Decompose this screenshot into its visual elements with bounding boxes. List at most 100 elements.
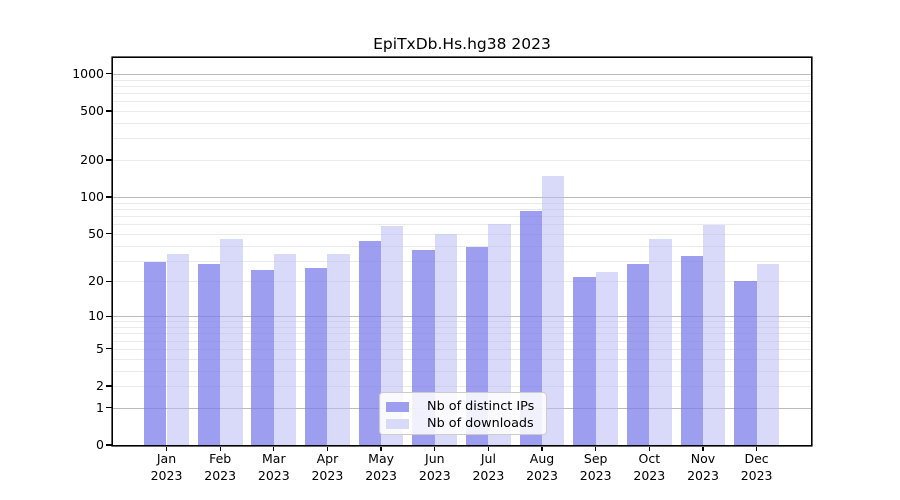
minor-gridline [113, 79, 811, 81]
x-tick [434, 446, 436, 452]
x-tick [541, 446, 543, 452]
bar-downloads-aug [542, 176, 565, 445]
y-tick [106, 385, 112, 387]
x-tick [273, 446, 275, 452]
x-tick [326, 446, 329, 452]
bar-downloads-nov [703, 225, 726, 445]
y-tick-label: 1 [96, 399, 104, 415]
x-tick [487, 446, 490, 452]
x-tick [380, 446, 382, 452]
legend-item-downloads: Nb of downloads [386, 415, 546, 432]
minor-gridline [113, 233, 811, 235]
minor-gridline [113, 138, 811, 140]
x-tick-label: Oct 2023 [633, 451, 666, 483]
bar-ips-apr [305, 267, 328, 445]
bar-ips-aug [519, 210, 543, 445]
minor-gridline [113, 386, 811, 387]
bar-downloads-may [381, 225, 404, 445]
minor-gridline [113, 333, 811, 335]
minor-gridline [113, 216, 811, 217]
bar-ips-dec [734, 281, 757, 445]
x-tick-label: Feb 2023 [204, 451, 237, 483]
legend-item-distinct-ips: Nb of distinct IPs [386, 398, 546, 415]
y-tick-label: 200 [80, 152, 104, 168]
major-gridline [113, 197, 811, 199]
minor-gridline [113, 101, 811, 103]
x-tick-label: Aug 2023 [526, 451, 558, 483]
x-tick [165, 446, 168, 452]
bar-ips-feb [197, 264, 221, 445]
x-tick-label: Mar 2023 [257, 451, 290, 483]
legend-swatch-downloads [386, 418, 409, 429]
x-tick [755, 446, 758, 452]
minor-gridline [113, 111, 811, 112]
minor-gridline [113, 321, 811, 323]
bar-downloads-sep [595, 272, 619, 445]
minor-gridline [113, 93, 811, 94]
minor-gridline [113, 123, 811, 124]
minor-gridline [113, 224, 811, 226]
minor-gridline [113, 245, 811, 247]
bar-downloads-apr [327, 254, 350, 445]
x-tick-label: Sep 2023 [579, 451, 612, 483]
y-tick [106, 233, 112, 235]
x-tick [702, 446, 704, 452]
y-tick-label: 20 [88, 273, 104, 289]
x-tick-label: Nov 2023 [687, 451, 719, 483]
minor-gridline [113, 348, 811, 350]
y-tick-label: 2 [96, 378, 104, 393]
legend-swatch-distinct-ips [386, 401, 409, 412]
x-tick-label: Jan 2023 [150, 451, 183, 483]
y-tick-label: 0 [96, 437, 104, 452]
y-tick [106, 280, 112, 283]
bar-downloads-jul [488, 224, 511, 445]
minor-gridline [113, 370, 811, 372]
bar-ips-nov [680, 255, 703, 445]
minor-gridline [113, 281, 811, 283]
y-tick-label: 50 [88, 225, 104, 241]
bar-downloads-oct [649, 239, 672, 445]
y-tick-label: 500 [80, 103, 104, 118]
chart-title: EpiTxDb.Hs.hg38 2023 [373, 35, 551, 53]
x-tick [595, 446, 597, 452]
bar-ips-oct [626, 264, 650, 445]
bar-ips-sep [573, 276, 596, 445]
bar-downloads-mar [273, 254, 297, 445]
bar-ips-jan [144, 262, 167, 445]
minor-gridline [113, 160, 811, 162]
y-tick [106, 73, 112, 75]
minor-gridline [113, 340, 811, 342]
y-tick [106, 315, 112, 317]
legend-label-downloads: Nb of downloads [427, 415, 534, 431]
minor-gridline [113, 260, 811, 262]
minor-gridline [113, 358, 811, 360]
minor-gridline [113, 327, 811, 328]
y-tick [106, 196, 112, 198]
y-tick [106, 407, 112, 409]
x-tick-label: May 2023 [365, 451, 397, 483]
y-tick [106, 444, 112, 446]
x-tick-label: Jul 2023 [472, 451, 505, 483]
minor-gridline [113, 202, 811, 204]
y-tick [106, 110, 112, 112]
plot-area: Nb of distinct IPs Nb of downloads [113, 58, 811, 445]
x-tick-label: Dec 2023 [740, 451, 773, 483]
minor-gridline [113, 85, 811, 87]
x-tick-label: Jun 2023 [418, 451, 451, 483]
legend-label-distinct-ips: Nb of distinct IPs [427, 398, 535, 414]
bar-downloads-jan [166, 254, 189, 445]
major-gridline [113, 73, 811, 75]
bar-downloads-dec [756, 264, 779, 445]
bar-downloads-feb [220, 239, 243, 445]
y-tick [106, 159, 112, 161]
minor-gridline [113, 208, 811, 210]
bar-ips-mar [251, 270, 274, 445]
y-tick-label: 1000 [72, 65, 104, 81]
major-gridline [113, 316, 811, 318]
x-tick-label: Apr 2023 [311, 451, 344, 483]
legend: Nb of distinct IPs Nb of downloads [379, 392, 547, 435]
y-tick [106, 348, 112, 350]
x-tick [648, 446, 650, 452]
y-tick-label: 10 [88, 308, 104, 324]
